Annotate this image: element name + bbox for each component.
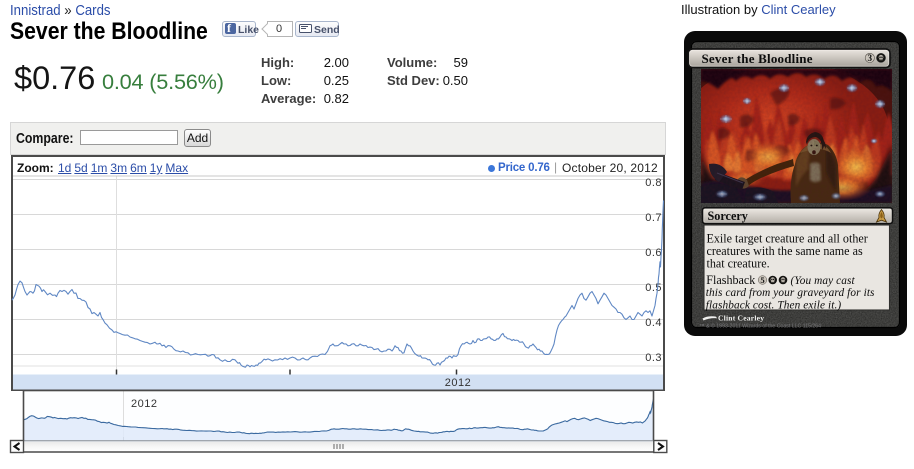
svg-text:0.7: 0.7 [645,212,662,224]
svg-text:flashback cost. Then exile it.: flashback cost. Then exile it.) [706,300,842,312]
svg-text:this card from your graveyard: this card from your graveyard for its [706,287,875,299]
svg-text:0.4: 0.4 [645,317,662,329]
svg-text:Sever the Bloodline: Sever the Bloodline [702,51,813,66]
svg-text:Sorcery: Sorcery [708,209,748,223]
svg-text:0.3: 0.3 [645,352,662,364]
svg-text:(You may cast: (You may cast [791,275,856,287]
svg-text:0.5: 0.5 [645,282,662,294]
svg-text:2012: 2012 [131,398,157,410]
svg-text:Exile target creature and all: Exile target creature and all other [707,231,868,245]
svg-text:that creature.: that creature. [707,257,770,271]
svg-text:2012: 2012 [445,377,471,389]
svg-text:creatures with the same name a: creatures with the same name as [707,244,863,258]
svg-text:Clint Cearley: Clint Cearley [718,313,764,322]
svg-text:0.6: 0.6 [645,247,662,259]
svg-text:5: 5 [760,275,764,285]
svg-text:0.8: 0.8 [645,177,662,189]
svg-text:™ & © 1993-2011 Wizards of the: ™ & © 1993-2011 Wizards of the Coast LLC… [700,323,822,330]
svg-text:Flashback: Flashback [706,273,756,287]
svg-text:3: 3 [868,53,873,63]
